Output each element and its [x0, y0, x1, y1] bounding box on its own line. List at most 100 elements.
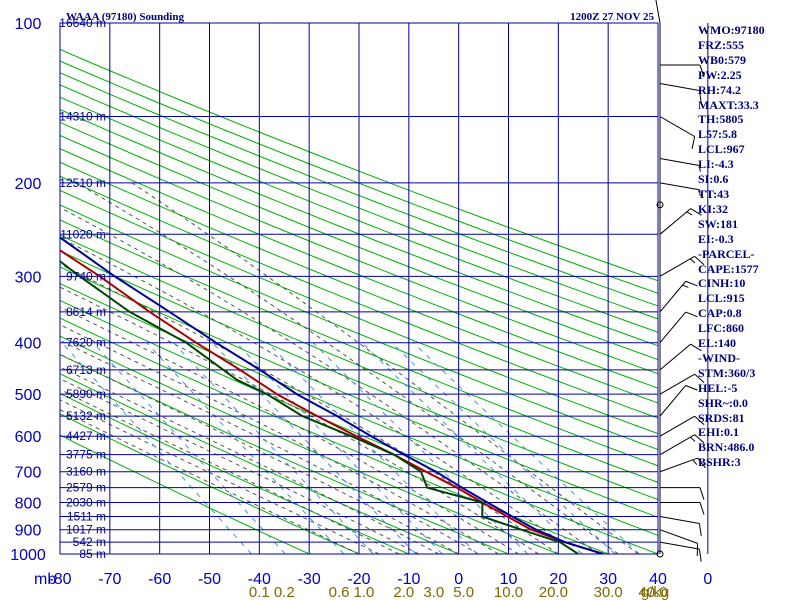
temperature-tick-label: -70: [98, 571, 121, 588]
pressure-tick-label: 500: [15, 387, 42, 404]
temperature-tick-label: -80: [48, 571, 71, 588]
mixing-ratio-label: 3.0: [423, 584, 444, 600]
chart-datetime: 1200Z 27 NOV 25: [570, 11, 654, 23]
index-item: MAXT:33.3: [698, 97, 759, 112]
index-item: LI:-4.3: [698, 157, 734, 172]
mixing-ratio-label: 30.0: [594, 584, 623, 600]
pressure-tick-label: 600: [15, 429, 42, 446]
mixing-ratio-label: 20.0: [539, 584, 568, 600]
index-item: WMO:97180: [698, 23, 765, 37]
index-item: RH:74.2: [698, 82, 741, 97]
temperature-tick-label: 40: [649, 571, 667, 588]
temperature-tick-label: -50: [198, 571, 221, 588]
wind-barb-calm: [656, 550, 664, 558]
wind-barb: [659, 83, 702, 104]
moist-adiabat: [60, 399, 380, 554]
temperature-tick-label: -30: [298, 571, 321, 588]
height-label: 5890 m: [66, 387, 106, 401]
index-item: SI:0.6: [698, 172, 729, 187]
index-item: BSHR:3: [698, 455, 741, 470]
wind-barb: [659, 311, 698, 344]
height-label: 85 m: [79, 547, 106, 561]
wind-barb: [659, 280, 698, 313]
index-item: BRN:486.0: [698, 440, 755, 455]
index-item: EI:-0.3: [698, 231, 734, 246]
height-label: 542 m: [73, 535, 106, 549]
height-labels: 16640 m 14310 m 12510 m 11020 m 9740 m 8614 m…: [59, 16, 106, 561]
index-item: TH:5805: [698, 112, 744, 127]
wind-barb: [659, 158, 701, 172]
index-item: LCL:915: [698, 291, 745, 306]
wind-barb: [659, 116, 696, 149]
mixing-ratio-label: 1.0: [354, 584, 375, 600]
index-item: TT:43: [698, 186, 730, 201]
height-label: 4427 m: [66, 429, 106, 443]
index-item: SW:181: [698, 216, 739, 231]
mixing-ratio-label: 10.0: [494, 584, 523, 600]
height-label: 2030 m: [66, 496, 106, 510]
wind-barb: [659, 208, 702, 235]
temperature-labels: -80 -70 -60 -50 -40 -30 -20 -10 0 10 20 30 40 0: [48, 571, 712, 588]
wind-barb: [660, 64, 705, 78]
temperature-tick-label: -10: [397, 571, 420, 588]
moist-adiabat: [60, 388, 400, 554]
sounding-indices: WMO:97180 FRZ:555 WB0:579 PW:2.25 RH:74.2 MAX…: [698, 23, 798, 470]
pressure-tick-label: 100: [15, 16, 42, 33]
wind-barb: [659, 385, 698, 417]
wind-barb: [659, 516, 702, 537]
wind-barb: [659, 457, 706, 473]
index-item: LFC:860: [698, 321, 744, 336]
mixing-ratio-label: 0.1: [249, 584, 270, 600]
wind-barb: [659, 415, 705, 437]
series-parcel-line: [60, 236, 604, 554]
temperature-tick-label: 0: [703, 571, 712, 588]
index-item: STM:360/3: [698, 365, 756, 380]
height-label: 12510 m: [59, 176, 106, 190]
wind-barb: [659, 343, 702, 371]
mixing-ratio-label: 5.0: [453, 584, 474, 600]
mixing-ratio-label: 2.0: [393, 584, 414, 600]
wind-barb: [655, 0, 661, 24]
moist-adiabat: [75, 182, 619, 554]
pressure-tick-label: 1000: [10, 547, 46, 564]
mixing-ratio-label: 0.2: [274, 584, 295, 600]
index-item: PW:2.25: [698, 67, 742, 82]
index-item: SHR~:0.0: [698, 395, 748, 410]
index-item: LCL:967: [698, 142, 745, 157]
temperature-tick-label: 30: [599, 571, 617, 588]
pressure-unit-label: mb: [34, 571, 56, 588]
wind-barb: [659, 255, 705, 277]
index-item: FRZ:555: [698, 37, 744, 52]
pressure-tick-label: 700: [15, 465, 42, 482]
index-item: L57:5.8: [698, 127, 737, 142]
pressure-tick-label: 900: [15, 523, 42, 540]
temperature-tick-label: 20: [549, 571, 567, 588]
height-label: 3775 m: [66, 448, 106, 462]
index-item: -WIND-: [698, 350, 740, 365]
temperature-tick-label: 10: [500, 571, 518, 588]
index-item: EHI:0.1: [698, 425, 740, 440]
index-item: CINH:10: [698, 276, 746, 291]
wind-barb: [659, 541, 702, 562]
pressure-tick-label: 800: [15, 496, 42, 513]
temperature-tick-label: -60: [148, 571, 171, 588]
index-item: -PARCEL-: [698, 246, 755, 261]
index-item: CAP:0.8: [698, 306, 742, 321]
height-label: 3160 m: [66, 465, 106, 479]
series-temperature-line: [60, 249, 604, 554]
height-label: 9740 m: [66, 269, 106, 283]
pressure-tick-label: 400: [15, 336, 42, 353]
wind-barb: [660, 487, 705, 500]
height-label: 6713 m: [66, 363, 106, 377]
mixing-ratio-unit-label: g/kg: [641, 584, 669, 600]
height-label: 2579 m: [66, 481, 106, 495]
height-label: 7620 m: [66, 336, 106, 350]
height-label: 1017 m: [66, 523, 106, 537]
height-label: 16640 m: [59, 16, 106, 30]
index-item: KI:32: [698, 201, 728, 216]
wind-barb: [659, 529, 699, 557]
height-label: 1511 m: [67, 510, 106, 524]
temperature-tick-label: 0: [454, 571, 463, 588]
wind-barb: [659, 373, 705, 395]
